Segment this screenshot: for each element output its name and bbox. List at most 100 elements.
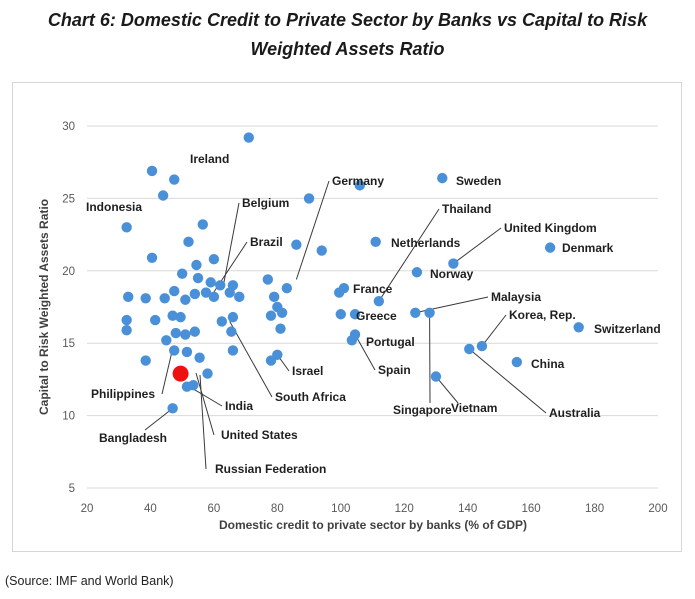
point-label-united-states: United States (221, 428, 298, 442)
point-label-denmark: Denmark (562, 241, 614, 255)
data-point (544, 242, 556, 253)
source-note: (Source: IMF and World Bank) (5, 574, 174, 588)
point-label-russian-federation: Russian Federation (215, 462, 326, 476)
data-point (146, 252, 158, 263)
point-label-bangladesh: Bangladesh (99, 431, 167, 445)
data-point (197, 219, 208, 230)
point-label-belgium: Belgium (242, 196, 289, 210)
data-point (464, 343, 475, 355)
data-point (335, 309, 346, 320)
leader-line-philippines (161, 350, 173, 395)
data-point (224, 287, 235, 298)
data-point (121, 314, 132, 326)
data-point (227, 311, 239, 323)
point-label-singapore: Singapore (393, 403, 452, 417)
data-point (272, 349, 283, 360)
y-tick-label-20: 20 (62, 266, 75, 278)
data-point (215, 280, 226, 291)
point-labels: Ireland Indonesia Belgium Brazil Germany Swed… (86, 152, 661, 476)
point-label-malaysia: Malaysia (491, 290, 541, 304)
point-label-greece: Greece (356, 309, 397, 323)
data-point (370, 236, 381, 248)
point-label-netherlands: Netherlands (391, 236, 461, 250)
data-point (448, 258, 459, 269)
data-point (192, 272, 204, 284)
data-point (208, 254, 220, 265)
data-point (180, 294, 191, 305)
leader-line-vietnam (435, 376, 459, 404)
chart-title-line-2: Weighted Assets Ratio (250, 39, 445, 59)
leader-line-spain (354, 334, 376, 371)
point-label-france: France (353, 282, 393, 296)
data-point (167, 310, 178, 321)
point-label-china: China (531, 357, 565, 371)
point-label-indonesia: Indonesia (86, 200, 142, 214)
highlight-data-point (172, 365, 189, 382)
point-label-brazil: Brazil (250, 235, 283, 249)
data-point (511, 356, 523, 368)
data-point (205, 277, 216, 288)
leader-line-australia (468, 348, 547, 414)
data-point (176, 268, 188, 279)
x-tick-label-140: 140 (458, 503, 477, 515)
data-point (189, 288, 201, 300)
x-tick-label-120: 120 (395, 503, 414, 515)
data-point (291, 239, 302, 250)
leader-line-belgium (222, 202, 240, 286)
data-point (180, 329, 191, 340)
data-point (159, 293, 170, 304)
y-tick-label-15: 15 (62, 338, 75, 350)
leader-line-thailand (378, 208, 440, 302)
leader-line-united-states (195, 372, 215, 436)
point-label-switzerland: Switzerland (594, 322, 661, 336)
data-point (476, 340, 488, 352)
data-point (170, 327, 182, 339)
data-point (262, 274, 274, 285)
data-point (338, 282, 350, 294)
point-label-south-africa: South Africa (275, 390, 346, 404)
y-tick-label-30: 30 (62, 121, 75, 133)
data-point (281, 282, 293, 294)
data-point (303, 193, 315, 204)
data-point (123, 291, 134, 303)
data-point (157, 190, 169, 201)
data-point (181, 381, 193, 392)
point-label-vietnam: Vietnam (451, 401, 497, 415)
point-label-israel: Israel (292, 364, 323, 378)
x-tick-label-200: 200 (648, 503, 667, 515)
chart-frame (12, 82, 682, 552)
data-point (140, 355, 151, 366)
data-point (275, 323, 286, 334)
x-tick-label-20: 20 (81, 503, 94, 515)
point-label-australia: Australia (549, 406, 601, 420)
data-point (189, 326, 201, 337)
data-point (234, 291, 245, 303)
leader-line-united-kingdom (453, 227, 502, 264)
x-tick-label-180: 180 (585, 503, 604, 515)
data-point (276, 307, 288, 318)
leader-line-germany (295, 180, 330, 280)
data-point (146, 165, 158, 177)
data-point (194, 352, 205, 363)
x-tick-label-40: 40 (144, 503, 157, 515)
point-label-india: India (225, 399, 253, 413)
data-point (243, 132, 254, 143)
gridlines (87, 125, 658, 489)
data-point (161, 335, 172, 346)
leader-line-russian-federation (199, 374, 207, 470)
data-point (169, 285, 180, 297)
point-label-sweden: Sweden (456, 174, 501, 188)
data-point (175, 311, 186, 323)
leader-line-south-africa (229, 321, 273, 398)
data-point (181, 346, 193, 358)
data-point (183, 236, 194, 248)
data-point (316, 245, 327, 256)
data-point (410, 307, 421, 318)
y-tick-label-25: 25 (62, 193, 75, 205)
data-point (346, 335, 358, 346)
point-label-korea-rep: Korea, Rep. (509, 308, 576, 322)
data-point (268, 291, 280, 303)
leader-line-bangladesh (144, 407, 173, 431)
point-label-spain: Spain (378, 363, 411, 377)
